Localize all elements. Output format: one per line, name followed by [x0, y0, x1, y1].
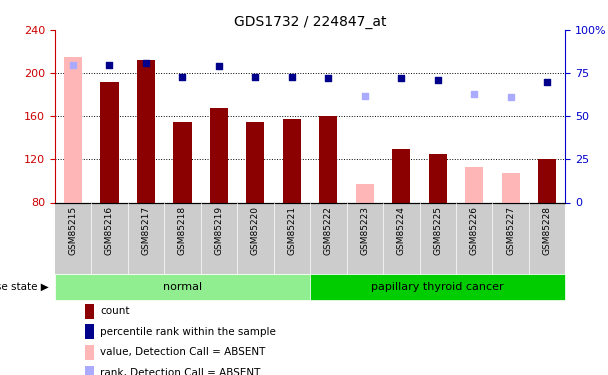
Point [323, 75, 333, 81]
Text: GSM85220: GSM85220 [251, 206, 260, 255]
Text: disease state ▶: disease state ▶ [0, 282, 49, 292]
Bar [100, 82, 119, 203]
Text: rank, Detection Call = ABSENT: rank, Detection Call = ABSENT [100, 368, 261, 375]
Point [506, 94, 516, 100]
Bar [210, 108, 228, 202]
Point [396, 75, 406, 81]
Bar [502, 173, 520, 202]
Point [287, 74, 297, 80]
Point [68, 62, 78, 68]
Text: GSM85226: GSM85226 [470, 206, 478, 255]
Text: GSM85223: GSM85223 [361, 206, 369, 255]
Bar [64, 57, 82, 202]
Text: GSM85222: GSM85222 [324, 206, 333, 255]
Point [360, 93, 370, 99]
Point [178, 74, 187, 80]
Point [250, 74, 260, 80]
Bar [137, 60, 155, 202]
Text: count: count [100, 306, 130, 316]
Text: GSM85228: GSM85228 [543, 206, 551, 255]
Bar [173, 122, 192, 202]
Bar [538, 159, 556, 202]
Text: GSM85218: GSM85218 [178, 206, 187, 255]
Point [105, 62, 114, 68]
Bar [283, 120, 301, 202]
Point [469, 91, 479, 97]
Text: GSM85216: GSM85216 [105, 206, 114, 255]
Bar [465, 167, 483, 202]
Bar [246, 122, 264, 202]
Point [542, 79, 552, 85]
Text: GSM85219: GSM85219 [215, 206, 223, 255]
Text: percentile rank within the sample: percentile rank within the sample [100, 327, 276, 337]
Bar [356, 184, 374, 203]
Text: GSM85217: GSM85217 [142, 206, 150, 255]
Bar [392, 148, 410, 202]
Point [433, 77, 443, 83]
Point [214, 63, 224, 69]
Text: GSM85221: GSM85221 [288, 206, 296, 255]
Text: GSM85227: GSM85227 [506, 206, 515, 255]
Text: GSM85225: GSM85225 [434, 206, 442, 255]
Point [141, 60, 151, 66]
Bar [429, 154, 447, 203]
Title: GDS1732 / 224847_at: GDS1732 / 224847_at [234, 15, 386, 29]
Bar [64, 57, 82, 202]
Text: papillary thyroid cancer: papillary thyroid cancer [371, 282, 504, 292]
Bar [319, 116, 337, 202]
Text: GSM85224: GSM85224 [397, 206, 406, 255]
Text: GSM85215: GSM85215 [69, 206, 77, 255]
Text: normal: normal [163, 282, 202, 292]
Text: value, Detection Call = ABSENT: value, Detection Call = ABSENT [100, 348, 266, 357]
